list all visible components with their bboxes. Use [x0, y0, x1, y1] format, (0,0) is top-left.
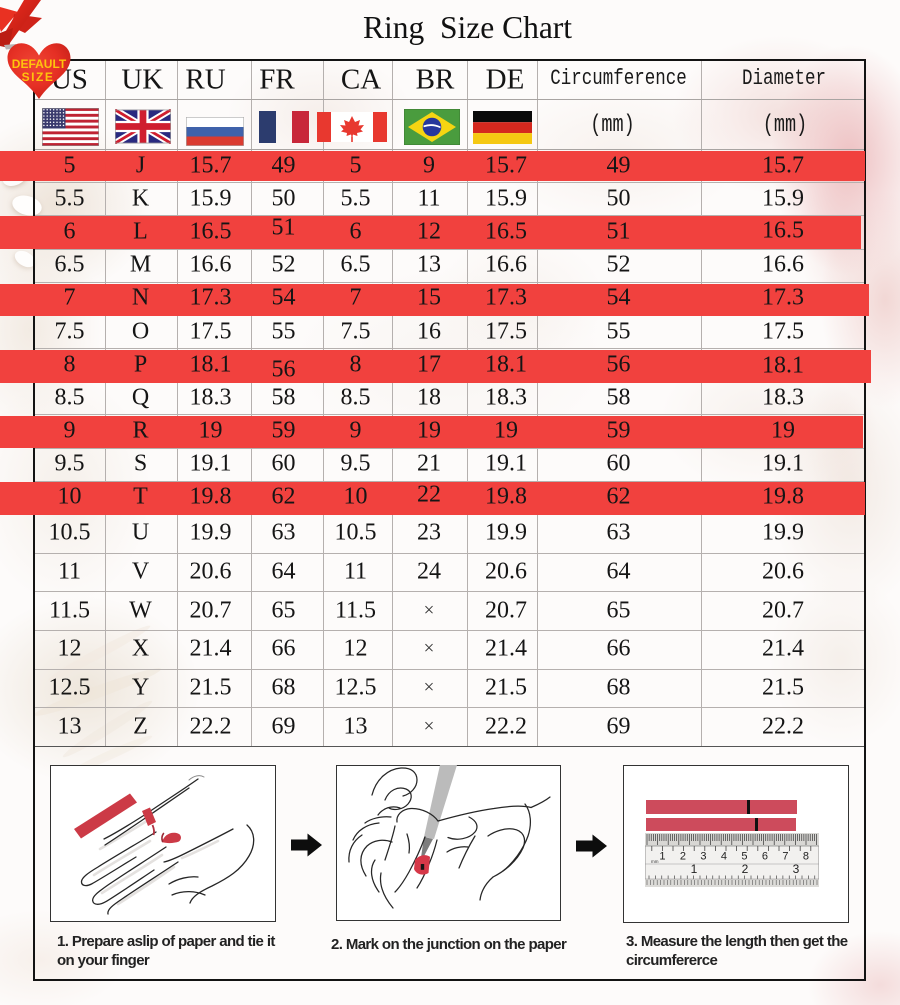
svg-text:1: 1: [659, 851, 665, 863]
svg-text:3: 3: [700, 851, 706, 863]
svg-text:mm: mm: [651, 859, 659, 864]
svg-text:2: 2: [680, 851, 686, 863]
svg-text:8: 8: [803, 851, 809, 863]
svg-text:5: 5: [741, 851, 747, 863]
svg-text:3: 3: [793, 862, 800, 876]
svg-text:2: 2: [742, 862, 749, 876]
svg-text:1: 1: [691, 862, 698, 876]
svg-text:4: 4: [721, 851, 727, 863]
svg-text:6: 6: [762, 851, 768, 863]
svg-text:7: 7: [782, 851, 788, 863]
